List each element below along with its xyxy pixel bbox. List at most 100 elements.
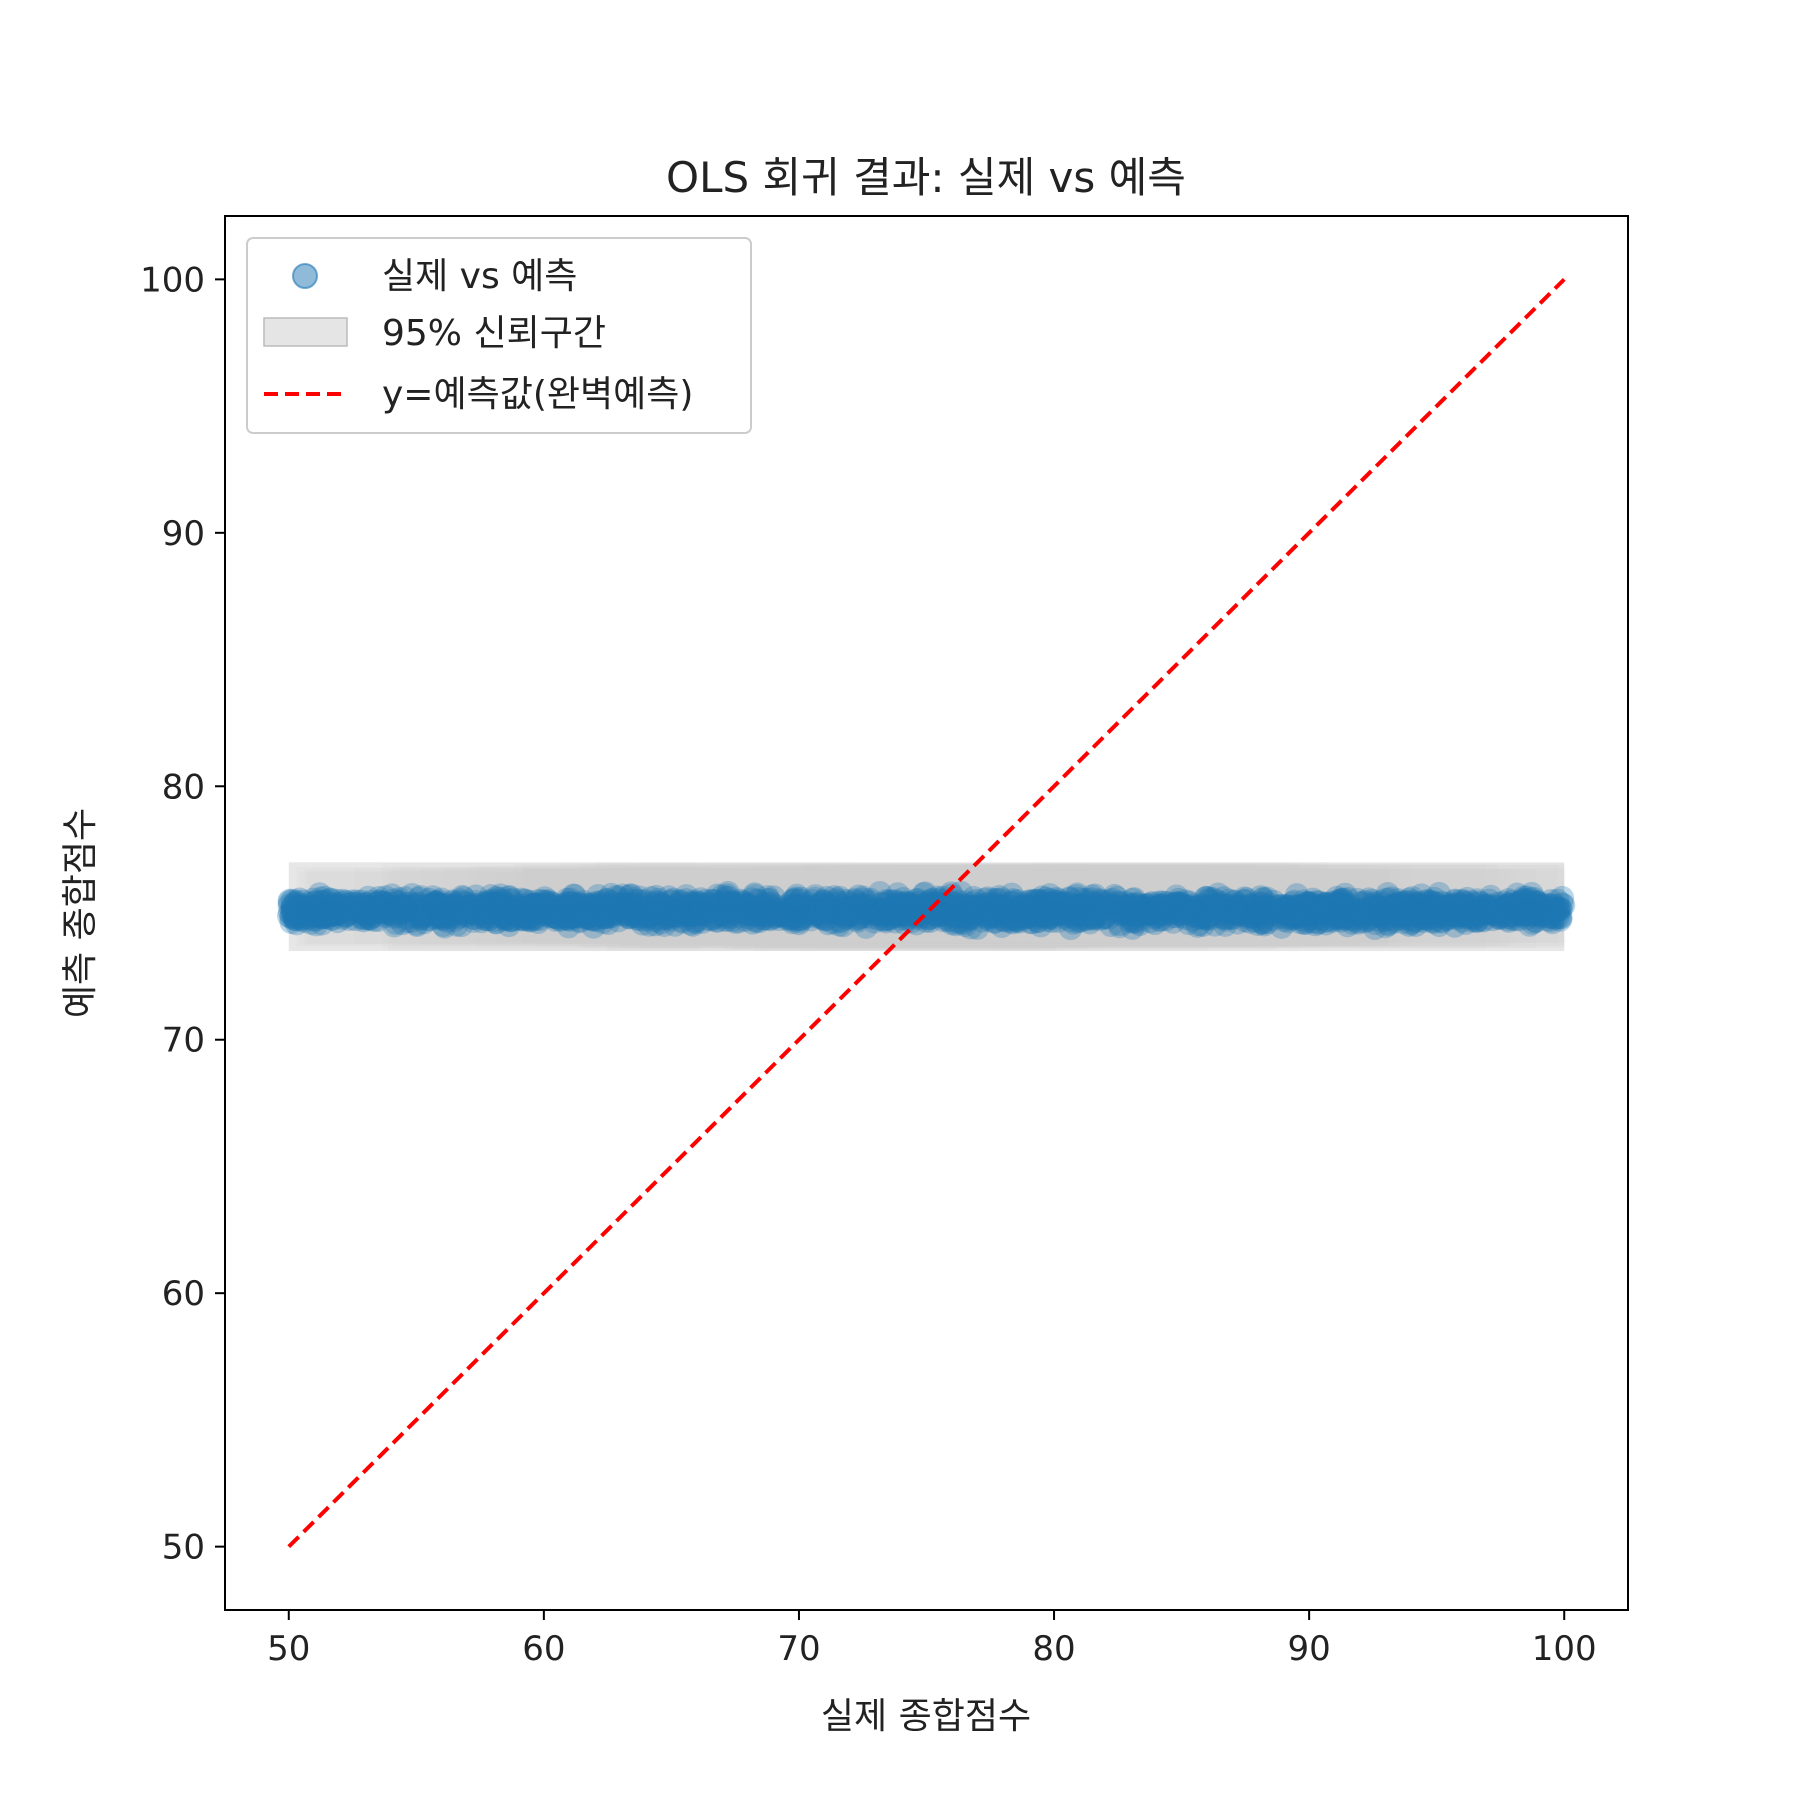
scatter-point <box>1139 900 1164 925</box>
scatter-point <box>858 887 883 912</box>
scatter-point <box>1222 889 1247 914</box>
scatter-point <box>1411 906 1436 931</box>
scatter-point <box>424 893 449 918</box>
scatter-point <box>371 890 396 915</box>
scatter-point <box>563 892 588 917</box>
scatter-point <box>1178 899 1203 924</box>
scatter-point <box>1272 896 1297 921</box>
scatter-point <box>1123 892 1148 917</box>
scatter-point <box>537 904 562 929</box>
scatter-point <box>1497 898 1522 923</box>
scatter-point <box>472 898 497 923</box>
scatter-point <box>1099 893 1124 918</box>
scatter-point <box>1176 910 1201 935</box>
scatter-point <box>1000 910 1025 935</box>
confidence-band-strip <box>904 868 1510 947</box>
scatter-point <box>1081 891 1106 916</box>
scatter-point <box>1371 899 1396 924</box>
scatter-point <box>450 884 475 909</box>
scatter-point <box>1225 898 1250 923</box>
scatter-point <box>543 895 568 920</box>
scatter-point <box>1206 891 1231 916</box>
scatter-point <box>599 891 624 916</box>
scatter-point <box>630 911 655 936</box>
scatter-point <box>1424 897 1449 922</box>
confidence-band-strip <box>734 864 1487 949</box>
scatter-point <box>1524 903 1549 928</box>
scatter-point <box>956 898 981 923</box>
scatter-point <box>431 912 456 937</box>
scatter-point <box>671 901 696 926</box>
scatter-point <box>461 905 486 930</box>
scatter-point <box>991 896 1016 921</box>
scatter-point <box>714 885 739 910</box>
scatter-point <box>802 886 827 911</box>
scatter-point <box>1247 904 1272 929</box>
scatter-point <box>554 905 579 930</box>
scatter-point <box>1469 891 1494 916</box>
scatter-point <box>661 904 686 929</box>
scatter-point <box>495 895 520 920</box>
y-tick-label: 90 <box>162 514 205 554</box>
scatter-point <box>1021 889 1046 914</box>
scatter-point <box>406 892 431 917</box>
scatter-point <box>720 907 745 932</box>
scatter-point <box>1158 899 1183 924</box>
scatter-point <box>1138 909 1163 934</box>
confidence-band-strip <box>577 863 1090 948</box>
scatter-point <box>379 897 404 922</box>
scatter-point <box>656 905 681 930</box>
scatter-point <box>1515 893 1540 918</box>
scatter-point <box>977 891 1002 916</box>
scatter-point <box>999 882 1024 907</box>
scatter-point <box>987 898 1012 923</box>
scatter-point <box>621 898 646 923</box>
scatter-point <box>1000 888 1025 913</box>
scatter-point <box>939 881 964 906</box>
scatter-point <box>947 902 972 927</box>
scatter-point <box>651 896 676 921</box>
scatter-point <box>536 891 561 916</box>
scatter-point <box>480 888 505 913</box>
scatter-point <box>863 899 888 924</box>
scatter-point <box>967 896 992 921</box>
scatter-point <box>391 894 416 919</box>
scatter-point <box>375 891 400 916</box>
scatter-point <box>587 890 612 915</box>
scatter-point <box>1538 893 1563 918</box>
scatter-point <box>367 899 392 924</box>
scatter-point <box>1385 888 1410 913</box>
scatter-point <box>379 896 404 921</box>
scatter-point <box>889 903 914 928</box>
confidence-band-strip <box>581 869 1041 949</box>
scatter-point <box>1252 912 1277 937</box>
scatter-point <box>459 895 484 920</box>
scatter-point <box>1109 900 1134 925</box>
scatter-point <box>1289 898 1314 923</box>
confidence-band-strip <box>523 869 1179 942</box>
scatter-point <box>855 897 880 922</box>
scatter-point <box>826 890 851 915</box>
scatter-point <box>310 911 335 936</box>
scatter-point <box>1140 900 1165 925</box>
scatter-point <box>473 904 498 929</box>
scatter-point <box>1422 907 1447 932</box>
scatter-point <box>378 901 403 926</box>
scatter-point <box>1451 889 1476 914</box>
scatter-point <box>695 892 720 917</box>
scatter-point <box>743 907 768 932</box>
scatter-point <box>1391 897 1416 922</box>
scatter-point <box>497 896 522 921</box>
confidence-band-strip <box>618 866 885 942</box>
scatter-point <box>1328 903 1353 928</box>
scatter-point <box>780 904 805 929</box>
scatter-point <box>1105 899 1130 924</box>
scatter-point <box>1237 909 1262 934</box>
scatter-point <box>982 909 1007 934</box>
scatter-point <box>611 901 636 926</box>
scatter-point <box>1348 897 1373 922</box>
scatter-point <box>498 908 523 933</box>
scatter-point <box>650 906 675 931</box>
scatter-point <box>1514 885 1539 910</box>
scatter-point <box>1348 890 1373 915</box>
